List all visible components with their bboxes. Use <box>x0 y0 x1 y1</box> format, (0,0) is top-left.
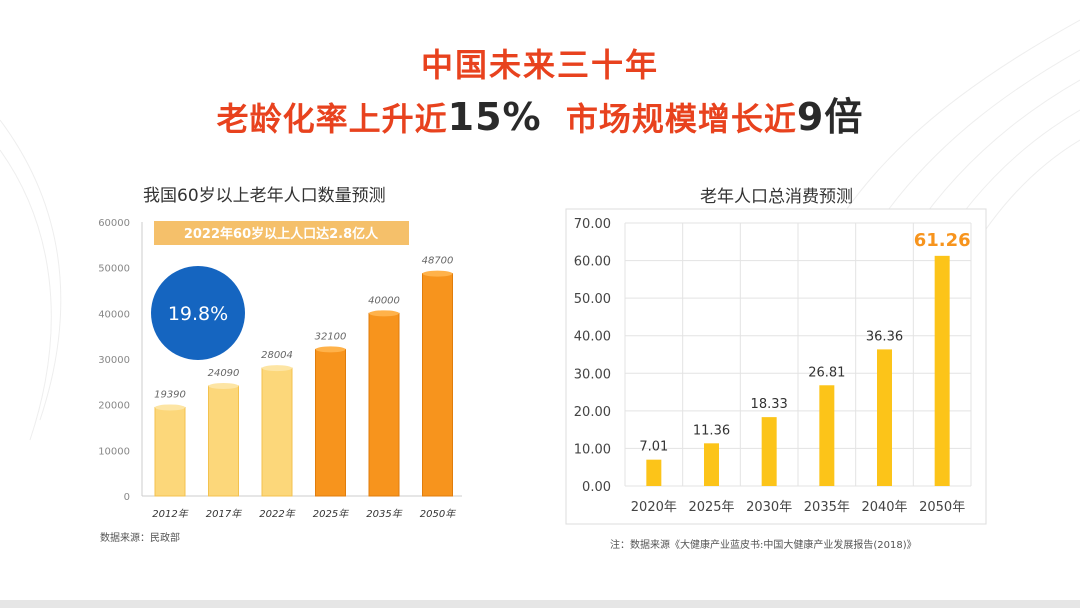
right-bar-value-label: 7.01 <box>639 440 668 455</box>
left-x-tick-label: 2022年 <box>259 508 295 520</box>
left-chart-source: 数据来源：民政部 <box>100 533 180 544</box>
left-x-tick-label: 2025年 <box>313 508 349 520</box>
right-x-tick-label: 2020年 <box>631 500 677 515</box>
right-chart-source: 注：数据来源《大健康产业蓝皮书:中国大健康产业发展报告(2018)》 <box>610 540 917 551</box>
left-bar-cap <box>369 310 399 317</box>
right-x-tick-label: 2050年 <box>919 500 965 515</box>
left-chart-percent-circle <box>151 266 245 360</box>
left-bar <box>422 273 453 497</box>
left-bar <box>261 367 293 497</box>
right-bar-value-label: 61.26 <box>914 230 971 251</box>
headline-market-value: 9倍 <box>796 95 864 139</box>
right-x-tick-label: 2030年 <box>746 500 792 515</box>
right-chart: 0.00 10.00 20.00 30.00 40.00 50.00 60.00 70.00 7… <box>565 208 987 525</box>
headline-aging-value: 15% <box>447 95 542 139</box>
left-chart: 0 10000 20000 30000 40000 50000 60000 2022年60岁以… <box>98 218 462 520</box>
right-x-tick-label: 2040年 <box>861 500 907 515</box>
left-chart-banner <box>154 221 409 245</box>
right-y-tick-label: 70.00 <box>574 217 611 232</box>
right-y-tick-label: 20.00 <box>574 405 611 420</box>
headline-market-text: 市场规模增长近 <box>565 100 797 138</box>
left-y-tick-label: 30000 <box>98 355 130 366</box>
left-bar-cap <box>422 270 453 277</box>
left-y-tick-label: 10000 <box>98 446 130 457</box>
right-bar <box>877 349 892 486</box>
left-bar-cap <box>262 365 292 372</box>
right-y-tick-label: 0.00 <box>582 480 611 495</box>
right-bar-value-label: 18.33 <box>751 397 788 412</box>
left-bar <box>368 312 400 497</box>
left-y-tick-label: 60000 <box>98 218 130 229</box>
left-x-tick-label: 2017年 <box>206 508 242 520</box>
left-bar <box>315 348 346 497</box>
left-y-tick-label: 0 <box>124 492 130 503</box>
left-bar <box>208 385 239 497</box>
right-y-tick-label: 10.00 <box>574 442 611 457</box>
left-chart-banner-text: 2022年60岁以上人口达2.8亿人 <box>184 226 379 242</box>
right-bar <box>646 459 662 486</box>
left-bar <box>154 406 186 497</box>
right-bar-value-label: 26.81 <box>808 365 845 380</box>
right-bar <box>819 385 835 486</box>
right-y-tick-label: 30.00 <box>574 367 611 382</box>
right-y-tick-label: 50.00 <box>574 292 611 307</box>
right-x-tick-label: 2035年 <box>804 500 850 515</box>
headline-line-2: 老龄化率上升近15% 市场规模增长近9倍 <box>0 86 1080 141</box>
right-chart-title: 老年人口总消费预测 <box>700 187 853 207</box>
left-bar-cap <box>315 346 346 353</box>
left-chart-title: 我国60岁以上老年人口数量预测 <box>143 186 386 206</box>
left-bar-value-label: 40000 <box>368 295 400 306</box>
right-y-tick-label: 40.00 <box>574 330 611 345</box>
left-x-tick-label: 2050年 <box>420 508 456 520</box>
left-y-tick-label: 50000 <box>98 264 130 275</box>
right-bar <box>761 417 777 486</box>
headline-aging-text: 老龄化率上升近 <box>216 100 448 138</box>
left-bar-cap <box>208 382 239 389</box>
left-y-tick-label: 20000 <box>98 401 130 412</box>
right-y-tick-label: 60.00 <box>574 255 611 270</box>
right-bar <box>934 255 950 486</box>
left-bar-value-label: 24090 <box>208 368 240 379</box>
right-x-tick-label: 2025年 <box>688 500 734 515</box>
right-bar-value-label: 11.36 <box>693 423 730 438</box>
left-chart-percent-label: 19.8% <box>168 303 228 325</box>
left-bar-value-label: 48700 <box>422 256 454 267</box>
right-bar-value-label: 36.36 <box>866 329 903 344</box>
left-bar-cap <box>155 404 185 411</box>
left-bar-value-label: 28004 <box>261 350 293 361</box>
left-bar-value-label: 19390 <box>154 389 186 400</box>
left-x-tick-label: 2012年 <box>152 508 188 520</box>
left-y-tick-label: 40000 <box>98 309 130 320</box>
right-bar <box>704 443 719 486</box>
headline-line-1: 中国未来三十年 <box>420 46 659 84</box>
bottom-bar <box>0 600 1080 608</box>
left-bar-value-label: 32100 <box>315 331 347 342</box>
left-x-tick-label: 2035年 <box>366 508 402 520</box>
